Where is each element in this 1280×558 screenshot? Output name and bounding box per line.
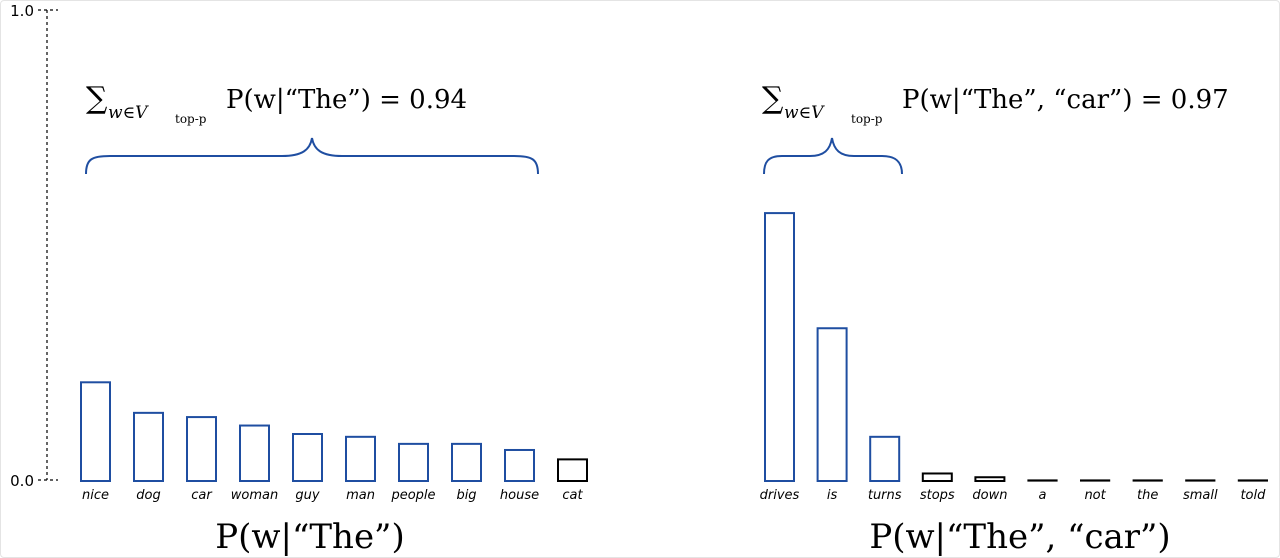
bar-down xyxy=(974,476,1006,482)
category-label-stops: stops xyxy=(920,488,955,503)
bar-small xyxy=(1185,479,1216,482)
category-label-big: big xyxy=(456,488,476,503)
category-label-guy: guy xyxy=(295,488,319,503)
category-label-car: car xyxy=(191,488,213,503)
y-tick-label-top: 1.0 xyxy=(10,2,34,20)
category-label-a: a xyxy=(1039,488,1047,503)
category-label-small: small xyxy=(1183,488,1218,503)
category-label-is: is xyxy=(827,488,838,503)
bar-car xyxy=(186,416,217,482)
sum-sub-subscript: top-p xyxy=(851,112,883,126)
bar-the xyxy=(1132,479,1163,482)
bar-told xyxy=(1237,479,1269,482)
category-label-house: house xyxy=(500,488,539,503)
bar-stops xyxy=(921,472,953,483)
panel-2-brace xyxy=(763,137,903,175)
category-label-woman: woman xyxy=(231,488,278,503)
bars-layer: nice dog car woman guy man people big house cat dr… xyxy=(80,212,1269,503)
category-label-not: not xyxy=(1084,488,1106,503)
bar-turns xyxy=(869,435,901,483)
category-label-the: the xyxy=(1137,488,1158,503)
bar-woman xyxy=(239,424,270,483)
panel-1-annotation: ∑ w∈V top-p P(w|“The”) = 0.94 xyxy=(86,81,467,126)
bar-man xyxy=(345,435,376,483)
category-label-turns: turns xyxy=(868,488,902,503)
bar-is xyxy=(816,327,848,482)
y-tick-label-bottom: 0.0 xyxy=(10,472,34,490)
category-label-down: down xyxy=(972,488,1007,503)
panel-2-xlabel: P(w|“The”, “car”) xyxy=(869,517,1170,557)
sum-expression: P(w|“The”) = 0.94 xyxy=(226,85,467,115)
bar-big xyxy=(451,442,482,482)
category-label-dog: dog xyxy=(136,488,160,503)
bar-guy xyxy=(292,433,323,482)
panel-2-annotation: ∑ w∈V top-p P(w|“The”, “car”) = 0.97 xyxy=(762,81,1229,126)
bar-dog xyxy=(133,411,164,483)
bar-house xyxy=(504,448,535,483)
sum-subscript: w∈V xyxy=(784,103,825,123)
sum-symbol: ∑ xyxy=(86,81,108,116)
panel-1-xlabel: P(w|“The”) xyxy=(215,517,404,557)
bar-a xyxy=(1027,479,1058,482)
category-label-man: man xyxy=(346,488,375,503)
sum-subscript: w∈V xyxy=(108,103,149,123)
bar-cat xyxy=(557,458,588,483)
category-label-cat: cat xyxy=(562,488,583,503)
sum-expression: P(w|“The”, “car”) = 0.97 xyxy=(902,85,1229,115)
panel-1-brace xyxy=(85,137,539,175)
sum-sub-subscript: top-p xyxy=(175,112,207,126)
category-label-told: told xyxy=(1240,488,1266,503)
category-label-people: people xyxy=(390,488,435,503)
bar-nice xyxy=(80,381,111,482)
bar-people xyxy=(398,442,429,482)
category-label-nice: nice xyxy=(82,488,109,503)
bar-drives xyxy=(764,212,795,482)
sum-symbol: ∑ xyxy=(762,81,784,116)
bar-not xyxy=(1079,479,1111,482)
category-label-drives: drives xyxy=(760,488,800,503)
